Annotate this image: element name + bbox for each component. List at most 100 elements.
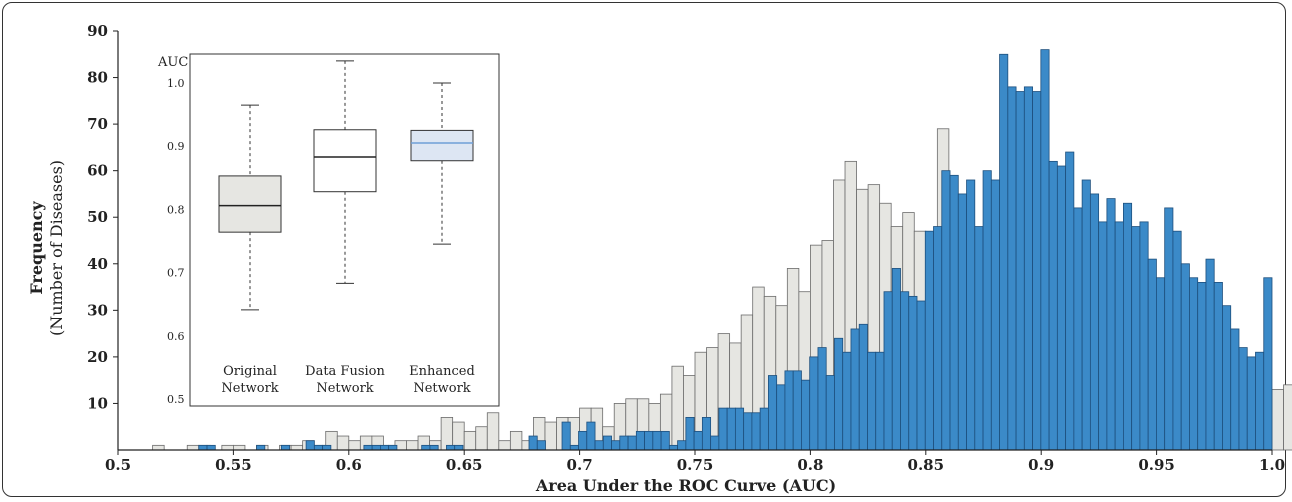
blue-bar	[602, 435, 612, 451]
blue-bar	[1255, 351, 1265, 451]
blue-bar	[768, 375, 778, 451]
figure-frame	[2, 2, 1286, 497]
blue-bar	[1180, 263, 1190, 451]
blue-bar	[1147, 258, 1157, 451]
blue-bar	[1065, 151, 1075, 451]
x-tick-label: 0.5	[105, 456, 131, 474]
blue-bar	[685, 417, 695, 451]
gray-bar	[406, 440, 419, 451]
blue-bar	[586, 421, 596, 451]
x-tick-label: 0.8	[797, 456, 823, 474]
y-tick-label: 70	[87, 115, 108, 133]
blue-bar	[446, 444, 456, 451]
x-tick-label: 0.65	[446, 456, 483, 474]
inset-boxplot: AUC 0.5 0.6 0.7 0.8 0.9 1.0 Original Network Da…	[157, 53, 500, 407]
x-tick-label: 0.95	[1138, 456, 1175, 474]
blue-bar	[429, 444, 439, 451]
blue-bar	[891, 268, 901, 451]
blue-bar	[1238, 347, 1248, 451]
blue-bar	[421, 444, 431, 451]
blue-bar	[619, 435, 629, 451]
blue-bar	[1131, 226, 1141, 451]
blue-bar	[644, 430, 654, 451]
gray-bar	[186, 444, 200, 451]
box-3	[410, 82, 474, 245]
blue-bar	[809, 356, 819, 451]
blue-bar	[1023, 86, 1033, 451]
box-iqr	[313, 129, 377, 193]
blue-bar	[1123, 202, 1133, 451]
blue-bar	[668, 444, 679, 451]
blue-bar	[792, 370, 802, 451]
blue-bar	[305, 440, 315, 451]
blue-bar	[949, 174, 959, 451]
blue-bar	[718, 407, 728, 451]
blue-bar	[1164, 207, 1174, 451]
blue-bar	[1139, 221, 1149, 451]
inset-category-label: Enhanced	[409, 364, 475, 379]
gray-bar	[544, 421, 557, 451]
box-iqr	[410, 129, 474, 162]
blue-bar	[206, 444, 216, 451]
blue-bar	[858, 323, 868, 451]
inset-y-ticks: 0.5 0.6 0.7 0.8 0.9 1.0	[167, 77, 185, 406]
y-tick-label: 10	[87, 394, 108, 412]
blue-bar	[933, 226, 943, 451]
blue-bar	[1197, 281, 1207, 451]
gray-bar	[486, 412, 500, 451]
box-1	[218, 104, 282, 311]
gray-bar	[475, 426, 488, 451]
blue-bar	[627, 435, 637, 451]
blue-bar	[974, 226, 984, 451]
blue-bar	[817, 347, 827, 451]
blue-bar	[322, 444, 332, 451]
inset-category-label: Network	[316, 381, 373, 396]
y-tick-labels: 10 20 30 40 50 60 70 80 90	[87, 22, 118, 412]
blue-bar	[916, 300, 926, 451]
gray-bar	[221, 444, 234, 451]
blue-bar	[594, 440, 604, 451]
inset-y-tick-label: 1.0	[167, 77, 185, 90]
blue-bar	[710, 435, 720, 451]
gray-bar	[152, 444, 165, 451]
blue-bar	[908, 295, 918, 451]
blue-bar	[801, 379, 811, 451]
blue-bar	[834, 337, 844, 451]
inset-boxes	[218, 60, 474, 311]
x-axis-label: Area Under the ROC Curve (AUC)	[535, 476, 836, 495]
inset-y-tick-label: 0.5	[167, 393, 185, 406]
gray-bar	[290, 444, 304, 451]
gray-bar	[336, 435, 350, 451]
inset-category-label: Network	[413, 381, 470, 396]
inset-category-label: Network	[221, 381, 278, 396]
blue-bar	[1222, 305, 1232, 451]
inset-y-tick-label: 0.6	[167, 330, 185, 343]
blue-bar	[924, 230, 934, 451]
y-tick-label: 60	[87, 162, 108, 180]
blue-bar	[1106, 198, 1116, 451]
blue-bar	[1098, 221, 1108, 451]
blue-bar	[528, 435, 538, 451]
y-axis-label: Frequency	[27, 201, 46, 295]
blue-bar	[701, 417, 712, 451]
blue-bar	[1032, 91, 1042, 451]
blue-bar	[900, 291, 910, 451]
blue-bar	[561, 421, 571, 451]
blue-bar	[1213, 281, 1223, 451]
blue-bar	[734, 407, 745, 451]
gray-bar	[348, 440, 361, 451]
blue-bar	[454, 444, 464, 451]
x-tick-label: 0.7	[567, 456, 593, 474]
blue-bar	[966, 179, 976, 451]
blue-bar	[867, 351, 877, 451]
blue-bar	[883, 291, 893, 451]
blue-bar	[842, 351, 852, 451]
blue-bar	[1040, 49, 1050, 451]
blue-bar	[982, 170, 992, 451]
gray-bar	[1283, 384, 1292, 451]
gray-bar	[232, 444, 246, 451]
blue-bar	[652, 430, 662, 451]
gray-bar	[671, 365, 684, 451]
y-tick-label: 50	[87, 208, 108, 226]
